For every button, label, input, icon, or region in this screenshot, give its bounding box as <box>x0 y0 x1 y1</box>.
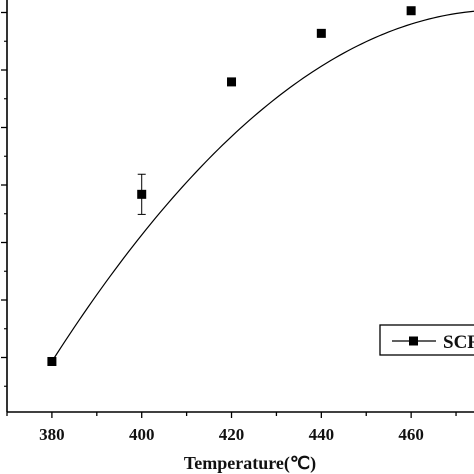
data-marks <box>47 6 416 366</box>
x-tick-label: 380 <box>39 425 65 444</box>
legend: SCR <box>379 324 474 356</box>
data-point <box>406 6 416 16</box>
legend-box <box>379 324 474 356</box>
data-point <box>227 77 237 87</box>
x-tick-label: 460 <box>398 425 424 444</box>
fit-curve <box>51 10 474 362</box>
legend-marker <box>409 336 418 346</box>
x-tick-label: 420 <box>219 425 245 444</box>
x-axis-title: Temperature(℃) <box>184 453 316 474</box>
fit-curve-layer <box>51 10 474 362</box>
axes <box>1 0 474 418</box>
x-tick-label: 400 <box>129 425 155 444</box>
data-point <box>47 356 57 366</box>
data-point <box>137 189 147 199</box>
x-tick-labels: 380 400 420 440 460 <box>39 425 424 444</box>
legend-label-scr: SCR <box>443 332 474 353</box>
data-point <box>316 28 326 38</box>
x-tick-label: 440 <box>309 425 335 444</box>
